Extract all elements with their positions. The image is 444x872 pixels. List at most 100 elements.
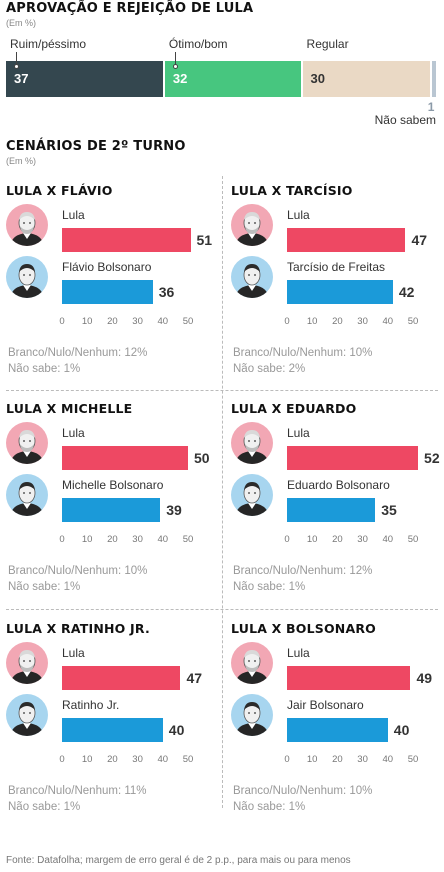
scenario-note: Branco/Nulo/Nenhum: 12%: [233, 565, 373, 577]
candidate-bar: [287, 498, 376, 522]
label-leader-dot: [14, 64, 19, 69]
candidate-value: 36: [158, 284, 175, 300]
scenario-note: Branco/Nulo/Nenhum: 10%: [233, 347, 373, 359]
scenario-note: Branco/Nulo/Nenhum: 10%: [233, 785, 373, 797]
candidate-bar: [62, 280, 153, 304]
candidate-portrait-icon: [6, 474, 48, 516]
x-tick-label: 30: [357, 316, 368, 327]
x-tick-label: 20: [332, 534, 343, 545]
candidate-value: 47: [411, 232, 428, 248]
candidate-bar: [62, 666, 181, 690]
candidate-portrait-icon: [6, 256, 48, 298]
candidate-value: 49: [416, 670, 433, 686]
scenarios-title: CENÁRIOS DE 2º TURNO: [6, 139, 186, 154]
scenario-note: Branco/Nulo/Nenhum: 12%: [8, 347, 148, 359]
x-tick-label: 30: [132, 534, 143, 545]
x-tick-label: 40: [157, 316, 169, 327]
scenario-note: Não sabe: 1%: [8, 581, 81, 593]
candidate-name: Lula: [62, 208, 85, 222]
candidate-bar: [62, 228, 191, 252]
approval-value: 37: [14, 71, 29, 86]
x-tick-label: 10: [306, 534, 318, 545]
lula-portrait-icon: [6, 204, 48, 246]
approval-segment: [164, 61, 301, 97]
candidate-name: Tarcísio de Freitas: [287, 260, 386, 274]
candidate-value: 35: [381, 502, 397, 518]
x-tick-label: 40: [157, 754, 169, 765]
scenario-note: Não sabe: 1%: [8, 801, 81, 813]
scenario-title: LULA X TARCÍSIO: [231, 183, 353, 198]
approval-segment: [302, 61, 430, 97]
candidate-name: Michelle Bolsonaro: [62, 478, 164, 492]
scenario-title: LULA X FLÁVIO: [6, 183, 113, 198]
candidate-bar: [62, 446, 188, 470]
scenario-note: Branco/Nulo/Nenhum: 10%: [8, 565, 148, 577]
scenario-note: Não sabe: 2%: [233, 363, 306, 375]
x-tick-label: 40: [382, 534, 394, 545]
approval-segment: [6, 61, 163, 97]
candidate-bar: [62, 498, 161, 522]
candidate-portrait-icon: [231, 256, 273, 298]
candidate-bar: [62, 718, 163, 742]
x-tick-label: 50: [182, 316, 194, 327]
candidate-value: 47: [186, 670, 203, 686]
x-tick-label: 20: [107, 316, 118, 327]
candidate-name: Jair Bolsonaro: [287, 698, 364, 712]
label-leader-dot: [172, 64, 178, 69]
candidate-name: Lula: [287, 646, 310, 660]
approval-label: Ótimo/bom: [168, 37, 228, 51]
candidate-name: Flávio Bolsonaro: [62, 260, 152, 274]
candidate-value: 52: [424, 450, 440, 466]
candidate-bar: [287, 446, 419, 470]
scenario-note: Branco/Nulo/Nenhum: 11%: [8, 785, 147, 797]
x-tick-label: 50: [407, 754, 419, 765]
candidate-bar: [287, 280, 393, 304]
approval-unit: (Em %): [6, 18, 36, 28]
x-tick-label: 30: [357, 534, 368, 545]
lula-portrait-icon: [6, 422, 48, 464]
candidate-value: 51: [196, 232, 213, 248]
x-tick-label: 20: [107, 534, 118, 545]
x-tick-label: 10: [306, 316, 318, 327]
candidate-name: Ratinho Jr.: [62, 698, 120, 712]
x-tick-label: 50: [182, 534, 194, 545]
approval-value: 30: [310, 71, 326, 86]
scenario-title: LULA X EDUARDO: [231, 401, 357, 416]
candidate-portrait-icon: [6, 694, 48, 736]
x-tick-label: 0: [284, 316, 290, 327]
scenario-title: LULA X RATINHO JR.: [6, 621, 150, 636]
scenario-title: LULA X BOLSONARO: [231, 621, 376, 636]
label-leader-line: [16, 52, 17, 66]
column-separator: [222, 176, 223, 808]
x-tick-label: 20: [107, 754, 118, 765]
x-tick-label: 20: [332, 316, 343, 327]
candidate-name: Lula: [62, 646, 85, 660]
x-tick-label: 30: [132, 754, 143, 765]
x-tick-label: 30: [357, 754, 368, 765]
lula-portrait-icon: [231, 422, 273, 464]
candidate-value: 42: [398, 284, 415, 300]
candidate-bar: [287, 228, 406, 252]
x-tick-label: 0: [59, 316, 65, 327]
candidate-name: Lula: [287, 208, 310, 222]
approval-label: Regular: [306, 37, 349, 51]
candidate-bar: [287, 666, 411, 690]
approval-value: 1: [427, 100, 435, 114]
x-tick-label: 50: [407, 534, 419, 545]
candidate-name: Lula: [62, 426, 85, 440]
approval-title: APROVAÇÃO E REJEIÇÃO DE LULA: [6, 1, 254, 16]
x-tick-label: 30: [132, 316, 143, 327]
lula-portrait-icon: [6, 642, 48, 684]
x-tick-label: 40: [382, 316, 394, 327]
candidate-name: Lula: [287, 426, 310, 440]
scenario-note: Não sabe: 1%: [233, 801, 306, 813]
x-tick-label: 10: [81, 534, 93, 545]
lula-portrait-icon: [231, 642, 273, 684]
x-tick-label: 0: [59, 754, 65, 765]
approval-label: Não sabem: [374, 113, 436, 127]
source-note: Fonte: Datafolha; margem de erro geral é…: [6, 855, 351, 866]
x-tick-label: 0: [59, 534, 65, 545]
x-tick-label: 50: [407, 316, 419, 327]
candidate-portrait-icon: [231, 694, 273, 736]
lula-portrait-icon: [231, 204, 273, 246]
